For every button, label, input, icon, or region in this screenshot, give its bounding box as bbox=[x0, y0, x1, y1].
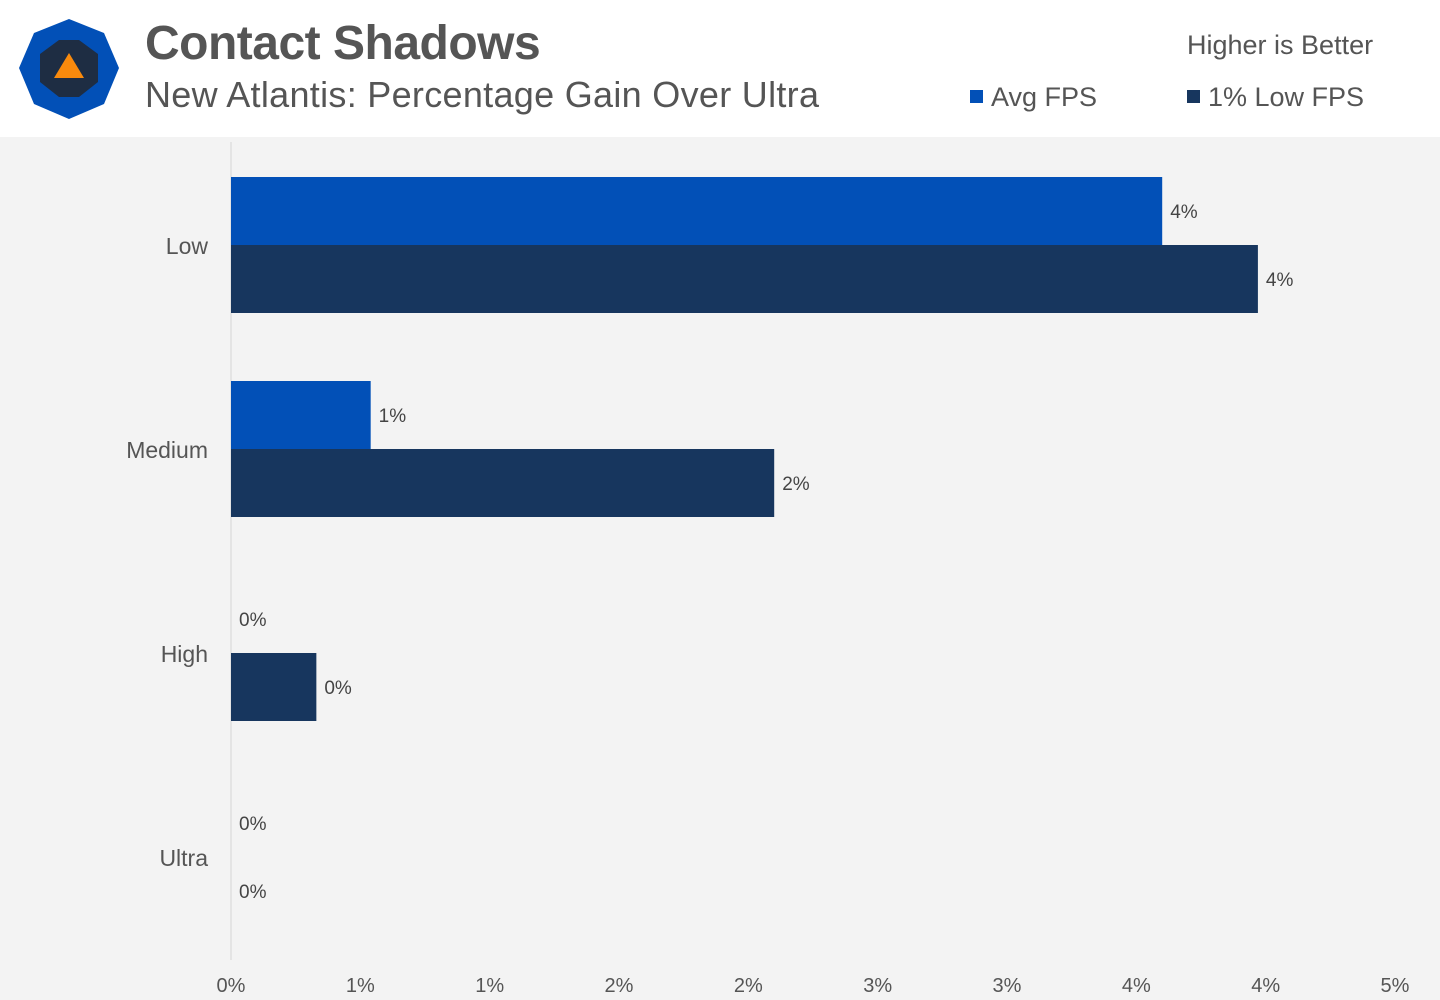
x-tick-label: 2% bbox=[734, 975, 763, 997]
bar-chart: Low 4% 4% Medium 1% 2% High 0% 0% Ultra 0% 0% 0% 1% 1%… bbox=[126, 142, 1410, 997]
x-tick-label: 1% bbox=[346, 975, 375, 997]
bar-1-low-fps-high bbox=[231, 653, 317, 721]
x-tick-label: 4% bbox=[1122, 975, 1151, 997]
legend-item-avg-fps: Avg FPS bbox=[970, 82, 1097, 113]
x-tick-label: 3% bbox=[863, 975, 892, 997]
data-label-avg-fps-ultra: 0% bbox=[239, 814, 267, 835]
legend-swatch-1-low-fps bbox=[1187, 90, 1200, 104]
logo-triangle bbox=[54, 53, 84, 78]
bar-avg-fps-low bbox=[231, 177, 1163, 245]
data-label-1-low-fps-ultra: 0% bbox=[239, 882, 267, 903]
data-label-avg-fps-low: 4% bbox=[1170, 202, 1198, 223]
legend-label-1-low-fps: 1% Low FPS bbox=[1208, 82, 1365, 112]
x-tick-label: 2% bbox=[605, 975, 634, 997]
chart-title: Contact Shadows bbox=[145, 17, 541, 70]
chart-subtitle: New Atlantis: Percentage Gain Over Ultra bbox=[145, 74, 820, 115]
techspot-logo-icon bbox=[19, 19, 119, 119]
bar-1-low-fps-medium bbox=[231, 449, 775, 517]
legend-item-1-low-fps: 1% Low FPS bbox=[1187, 82, 1364, 113]
data-label-1-low-fps-medium: 2% bbox=[782, 474, 810, 495]
x-tick-label: 3% bbox=[993, 975, 1022, 997]
category-label-medium: Medium bbox=[126, 437, 208, 463]
legend-swatch-avg-fps bbox=[970, 90, 983, 104]
x-tick-label: 5% bbox=[1381, 975, 1410, 997]
x-tick-label: 0% bbox=[217, 975, 246, 997]
data-label-1-low-fps-low: 4% bbox=[1266, 270, 1294, 291]
data-label-avg-fps-high: 0% bbox=[239, 610, 267, 631]
category-label-high: High bbox=[161, 641, 208, 667]
category-label-ultra: Ultra bbox=[159, 845, 208, 871]
higher-is-better-note: Higher is Better bbox=[1187, 30, 1374, 60]
chart-header: Contact Shadows New Atlantis: Percentage… bbox=[0, 0, 1440, 137]
category-label-low: Low bbox=[166, 233, 209, 259]
bar-avg-fps-medium bbox=[231, 381, 371, 449]
x-tick-label: 1% bbox=[475, 975, 504, 997]
data-label-avg-fps-medium: 1% bbox=[379, 406, 407, 427]
legend-label-avg-fps: Avg FPS bbox=[991, 82, 1098, 112]
data-label-1-low-fps-high: 0% bbox=[324, 678, 352, 699]
bar-1-low-fps-low bbox=[231, 245, 1258, 313]
x-tick-label: 4% bbox=[1251, 975, 1280, 997]
